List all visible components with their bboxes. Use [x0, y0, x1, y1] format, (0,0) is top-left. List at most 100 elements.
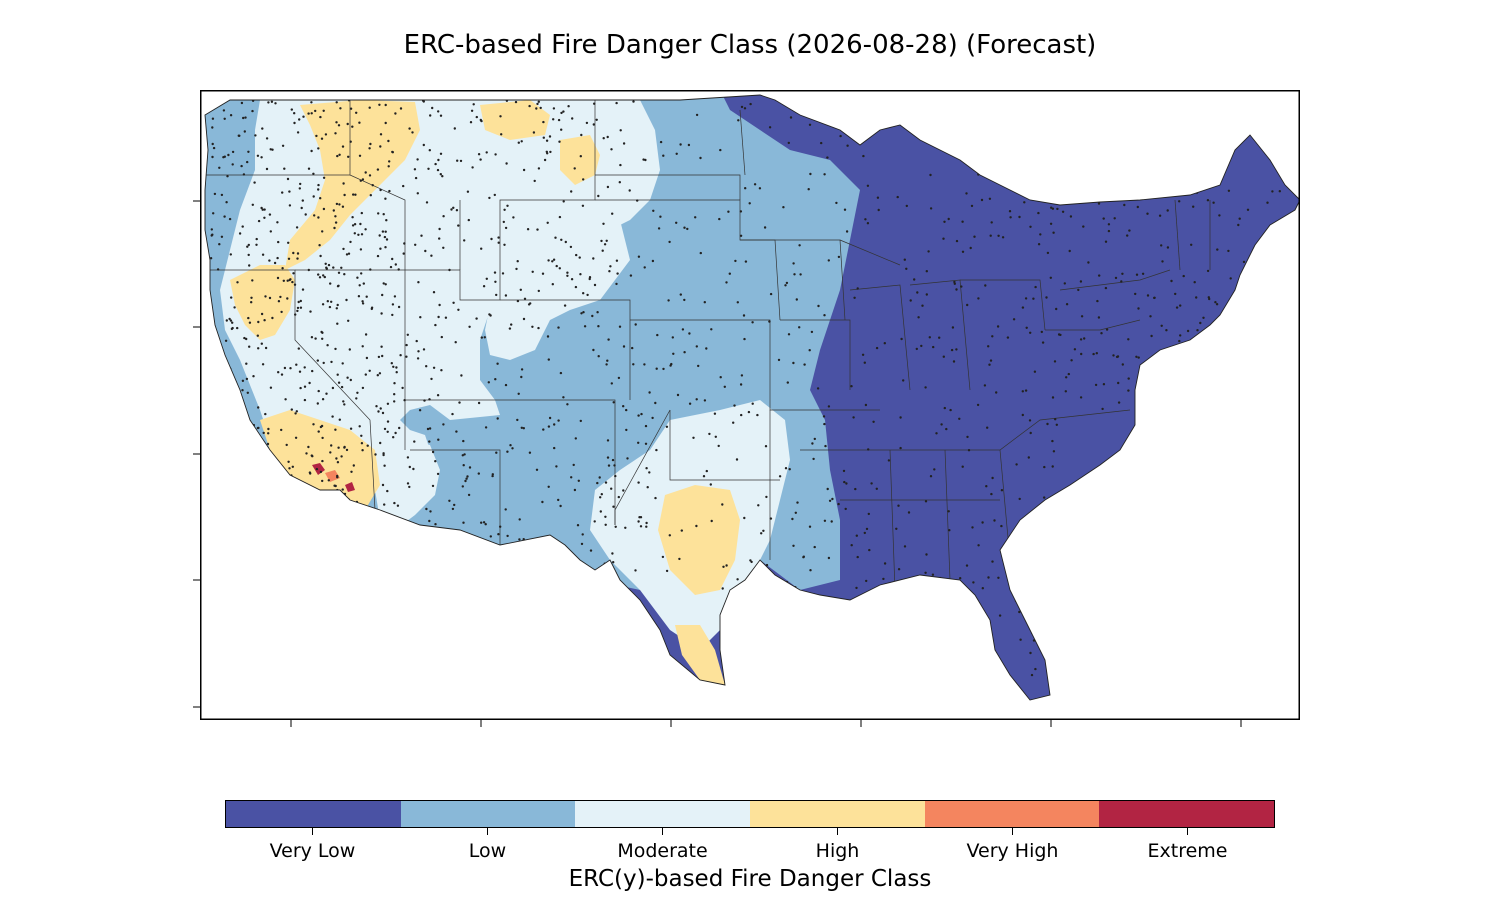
station-marker: [229, 114, 233, 117]
station-marker: [381, 411, 385, 415]
station-marker: [895, 527, 898, 530]
station-marker: [349, 378, 352, 382]
station-marker: [436, 472, 440, 476]
station-marker: [356, 276, 359, 279]
station-marker: [947, 510, 950, 513]
station-marker: [461, 454, 464, 457]
station-marker: [610, 487, 613, 490]
station-marker: [405, 343, 408, 347]
station-marker: [713, 412, 717, 415]
station-marker: [337, 381, 341, 384]
station-marker: [662, 367, 665, 371]
station-marker: [437, 110, 440, 113]
station-marker: [792, 361, 795, 365]
station-marker: [763, 226, 767, 229]
station-marker: [597, 325, 600, 328]
station-marker: [417, 350, 420, 353]
station-marker: [311, 455, 314, 458]
station-marker: [940, 423, 943, 426]
station-marker: [927, 250, 930, 253]
station-marker: [216, 268, 220, 271]
station-marker: [855, 586, 858, 590]
station-marker: [391, 257, 394, 261]
station-marker: [634, 323, 637, 326]
station-marker: [1025, 326, 1028, 329]
station-marker: [668, 240, 671, 244]
station-marker: [1043, 496, 1046, 499]
station-marker: [1095, 352, 1098, 355]
station-marker: [868, 548, 871, 552]
station-marker: [867, 448, 870, 451]
station-marker: [1190, 243, 1193, 246]
station-marker: [243, 336, 246, 340]
station-marker: [220, 235, 224, 238]
station-marker: [522, 427, 525, 430]
station-marker: [218, 243, 221, 246]
station-marker: [905, 267, 908, 270]
station-marker: [475, 115, 478, 119]
station-marker: [1227, 189, 1231, 192]
station-marker: [285, 443, 288, 447]
station-marker: [496, 417, 499, 420]
moderate-region-4: [375, 440, 440, 530]
station-marker: [317, 188, 320, 191]
station-marker: [636, 199, 639, 202]
station-marker: [617, 495, 620, 499]
station-marker: [293, 283, 297, 286]
station-marker: [408, 465, 411, 469]
station-marker: [897, 504, 900, 507]
station-marker: [320, 424, 324, 428]
station-marker: [654, 496, 657, 500]
station-marker: [364, 171, 367, 174]
station-marker: [639, 525, 643, 528]
station-marker: [897, 568, 901, 571]
station-marker: [376, 374, 379, 377]
station-marker: [261, 127, 264, 130]
station-marker: [955, 348, 958, 351]
station-marker: [518, 538, 521, 541]
station-marker: [827, 405, 831, 408]
station-marker: [379, 407, 382, 410]
station-marker: [769, 292, 773, 296]
station-marker: [972, 581, 975, 584]
station-marker: [991, 560, 994, 563]
station-marker: [827, 259, 830, 262]
station-marker: [614, 474, 617, 478]
station-marker: [298, 187, 301, 190]
station-marker: [1100, 332, 1103, 335]
station-marker: [617, 376, 621, 380]
station-marker: [855, 534, 858, 537]
station-marker: [1237, 223, 1240, 227]
station-marker: [1046, 251, 1050, 255]
station-marker: [459, 159, 463, 163]
station-marker: [642, 158, 645, 161]
station-marker: [665, 425, 669, 428]
station-marker: [330, 300, 333, 303]
station-marker: [286, 177, 290, 181]
station-marker: [560, 128, 563, 131]
station-marker: [382, 453, 385, 457]
station-marker: [601, 249, 604, 252]
station-marker: [295, 226, 299, 229]
station-marker: [648, 471, 651, 474]
station-marker: [1027, 456, 1030, 459]
station-marker: [361, 302, 365, 305]
station-marker: [735, 458, 739, 461]
station-marker: [646, 486, 649, 489]
station-marker: [844, 507, 847, 511]
station-marker: [358, 154, 362, 157]
station-marker: [795, 298, 798, 301]
station-marker: [345, 448, 349, 452]
station-marker: [931, 573, 935, 576]
station-marker: [451, 412, 454, 416]
station-marker: [264, 346, 268, 350]
station-marker: [1206, 269, 1210, 273]
station-marker: [552, 118, 555, 121]
station-marker: [362, 282, 365, 285]
station-marker: [394, 431, 397, 435]
station-marker: [1050, 206, 1053, 209]
station-marker: [247, 150, 250, 153]
station-marker: [328, 305, 332, 309]
station-marker: [1006, 336, 1010, 339]
station-marker: [719, 376, 722, 379]
